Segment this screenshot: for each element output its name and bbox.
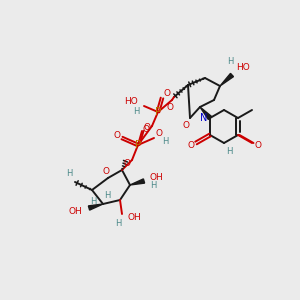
Text: H: H <box>226 148 232 157</box>
Text: H: H <box>115 220 121 229</box>
Text: O: O <box>124 160 130 169</box>
Polygon shape <box>200 107 212 119</box>
Text: N: N <box>200 113 207 123</box>
Text: H: H <box>133 107 139 116</box>
Text: HO: HO <box>124 98 138 106</box>
Text: O: O <box>143 122 151 131</box>
Polygon shape <box>220 74 233 86</box>
Text: H: H <box>162 137 168 146</box>
Text: O: O <box>164 89 170 98</box>
Text: H: H <box>150 182 156 190</box>
Text: P: P <box>135 140 141 150</box>
Text: H: H <box>66 169 72 178</box>
Text: O: O <box>188 140 194 149</box>
Text: O: O <box>254 140 262 149</box>
Text: O: O <box>113 131 121 140</box>
Text: O: O <box>182 121 190 130</box>
Polygon shape <box>130 179 145 185</box>
Text: OH: OH <box>127 212 141 221</box>
Text: O: O <box>155 130 163 139</box>
Polygon shape <box>88 204 103 210</box>
Text: H: H <box>104 191 110 200</box>
Text: O: O <box>103 167 110 176</box>
Text: P: P <box>155 107 161 117</box>
Text: H: H <box>227 56 233 65</box>
Text: O: O <box>142 124 149 134</box>
Text: H: H <box>90 196 96 206</box>
Text: OH: OH <box>68 206 82 215</box>
Text: O: O <box>167 103 173 112</box>
Text: HO: HO <box>236 64 250 73</box>
Text: OH: OH <box>150 173 164 182</box>
